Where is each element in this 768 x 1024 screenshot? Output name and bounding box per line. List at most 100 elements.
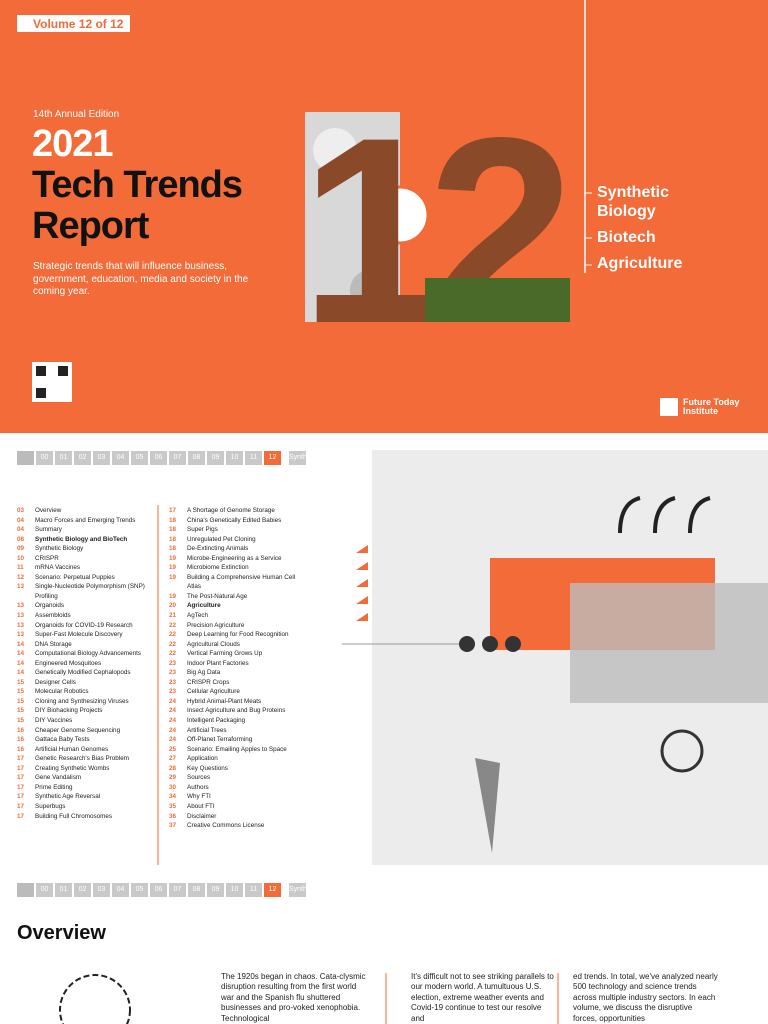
toc-entry[interactable]: 14 Engineered Mosquitoes <box>17 659 145 669</box>
toc-entry[interactable]: 17 Gene Vandalism <box>17 773 145 783</box>
overview-art <box>59 973 559 1024</box>
toc-entry[interactable]: 15 Cloning and Synthesizing Viruses <box>17 697 145 707</box>
toc-entry[interactable]: 24 Hybrid Animal-Plant Meats <box>169 697 297 707</box>
nav-tab[interactable]: 11 <box>245 883 262 897</box>
toc-entry[interactable]: 13 Organoids <box>17 601 145 611</box>
toc-entry[interactable]: 28 Key Questions <box>169 764 297 774</box>
toc-entry[interactable]: 22 Agricultural Clouds <box>169 640 297 650</box>
toc-entry[interactable]: 17 Synthetic Age Reversal <box>17 792 145 802</box>
toc-title: Synthetic Age Reversal <box>35 793 101 801</box>
toc-entry[interactable]: 18 Super Pigs <box>169 525 297 535</box>
toc-entry[interactable]: 18 China's Genetically Edited Babies <box>169 516 297 526</box>
toc-entry[interactable]: 17 A Shortage of Genome Storage <box>169 506 297 516</box>
toc-entry[interactable]: 21 AgTech <box>169 611 297 621</box>
toc-entry[interactable]: 19 Microbiome Extinction <box>169 563 297 573</box>
toc-entry[interactable]: 15 DIY Vaccines <box>17 716 145 726</box>
toc-entry[interactable]: 22 Precision Agriculture <box>169 621 297 631</box>
toc-entry[interactable]: 25 Scenario: Emailing Apples to Space <box>169 745 297 755</box>
toc-entry[interactable]: 09 Synthetic Biology <box>17 544 145 554</box>
toc-entry[interactable]: 24 Intelligent Packaging <box>169 716 297 726</box>
nav-label: Synthetic Biology, Biotech and Agricultu… <box>289 451 322 517</box>
nav-tab[interactable]: 09 <box>207 883 224 897</box>
toc-page: 22 <box>169 640 177 648</box>
toc-entry[interactable]: 15 DIY Biohacking Projects <box>17 706 145 716</box>
nav-tab[interactable]: 04 <box>112 883 129 897</box>
paragraph: The 1920s began in chaos. Cata-clysmic d… <box>221 972 366 1023</box>
nav-tab[interactable]: 00 <box>36 883 53 897</box>
nav-tab[interactable]: 08 <box>188 451 205 465</box>
nav-tab[interactable]: 10 <box>226 451 243 465</box>
toc-entry[interactable]: 37 Creative Commons License <box>169 821 297 831</box>
nav-tab[interactable]: 11 <box>245 451 262 465</box>
toc-entry[interactable]: 23 CRISPR Crops <box>169 678 297 688</box>
toc-page: 17 <box>17 812 25 820</box>
toc-entry[interactable]: 19 Building a Comprehensive Human Cell At… <box>169 573 297 592</box>
toc-entry[interactable]: 08 Synthetic Biology and BioTech <box>17 535 145 545</box>
nav-tab[interactable]: 02 <box>74 451 91 465</box>
toc-entry[interactable]: 23 Cellular Agriculture <box>169 687 297 697</box>
nav-tab[interactable]: 05 <box>131 451 148 465</box>
toc-entry[interactable]: 35 About FTI <box>169 802 297 812</box>
toc-entry[interactable]: 13 Super-Fast Molecule Discovery <box>17 630 145 640</box>
toc-entry[interactable]: 15 Molecular Robotics <box>17 687 145 697</box>
nav-tab[interactable]: 05 <box>131 883 148 897</box>
toc-entry[interactable]: 17 Building Full Chromosomes <box>17 812 145 822</box>
nav-tab[interactable]: 03 <box>93 883 110 897</box>
nav-tab[interactable]: 01 <box>55 451 72 465</box>
toc-entry[interactable]: 17 Creating Synthetic Wombs <box>17 764 145 774</box>
nav-tab[interactable]: 01 <box>55 883 72 897</box>
toc-entry[interactable]: 30 Authors <box>169 783 297 793</box>
toc-entry[interactable]: 19 The Post-Natural Age <box>169 592 297 602</box>
nav-tab[interactable]: 10 <box>226 883 243 897</box>
toc-entry[interactable]: 15 Designer Cells <box>17 678 145 688</box>
toc-entry[interactable]: 11 mRNA Vaccines <box>17 563 145 573</box>
toc-entry[interactable]: 04 Macro Forces and Emerging Trends <box>17 516 145 526</box>
toc-entry[interactable]: 14 Computational Biology Advancements <box>17 649 145 659</box>
toc-entry[interactable]: 22 Vertical Farming Grows Up <box>169 649 297 659</box>
toc-entry[interactable]: 27 Application <box>169 754 297 764</box>
nav-tab[interactable]: 00 <box>36 451 53 465</box>
toc-entry[interactable]: 19 Microbe-Engineering as a Service <box>169 554 297 564</box>
toc-entry[interactable]: 18 Unregulated Pet Cloning <box>169 535 297 545</box>
toc-entry[interactable]: 13 Organoids for COVID-19 Research <box>17 621 145 631</box>
toc-entry[interactable]: 18 De-Extincting Animals <box>169 544 297 554</box>
nav-tab[interactable]: 07 <box>169 451 186 465</box>
nav-tab[interactable]: 12 <box>264 883 281 897</box>
toc-entry[interactable]: 03 Overview <box>17 506 145 516</box>
nav-tab[interactable]: 02 <box>74 883 91 897</box>
nav-tab[interactable]: 09 <box>207 451 224 465</box>
toc-entry[interactable]: 24 Artificial Trees <box>169 726 297 736</box>
nav-tab[interactable]: 06 <box>150 451 167 465</box>
toc-entry[interactable]: 12 Scenario: Perpetual Puppies <box>17 573 145 583</box>
toc-entry[interactable]: 29 Sources <box>169 773 297 783</box>
toc-entry[interactable]: 13 Assembloids <box>17 611 145 621</box>
nav-tab[interactable]: 04 <box>112 451 129 465</box>
nav-tab[interactable]: 08 <box>188 883 205 897</box>
toc-entry[interactable]: 04 Summary <box>17 525 145 535</box>
toc-entry[interactable]: 20 Agriculture <box>169 601 297 611</box>
toc-title: About FTI <box>187 802 215 810</box>
toc-title: Genetic Research's Bias Problem <box>35 755 129 763</box>
nav-tab[interactable]: 03 <box>93 451 110 465</box>
toc-entry[interactable]: 17 Prime Editing <box>17 783 145 793</box>
toc-entry[interactable]: 17 Genetic Research's Bias Problem <box>17 754 145 764</box>
toc-entry[interactable]: 14 DNA Storage <box>17 640 145 650</box>
toc-entry[interactable]: 13 Single-Nucleotide Polymorphism (SNP) P… <box>17 582 145 601</box>
nav-tab[interactable]: 06 <box>150 883 167 897</box>
toc-entry[interactable]: 34 Why FTI <box>169 792 297 802</box>
toc-entry[interactable]: 16 Artificial Human Genomes <box>17 745 145 755</box>
toc-entry[interactable]: 14 Genetically Modified Cephalopods <box>17 668 145 678</box>
toc-entry[interactable]: 16 Cheaper Genome Sequencing <box>17 726 145 736</box>
toc-entry[interactable]: 22 Deep Learning for Food Recognition <box>169 630 297 640</box>
toc-entry[interactable]: 17 Superbugs <box>17 802 145 812</box>
toc-entry[interactable]: 10 CRISPR <box>17 554 145 564</box>
toc-entry[interactable]: 23 Indoor Plant Factories <box>169 659 297 669</box>
toc-entry[interactable]: 24 Insect Agriculture and Bug Proteins <box>169 706 297 716</box>
toc-entry[interactable]: 36 Disclaimer <box>169 812 297 822</box>
toc-page: 22 <box>169 621 177 629</box>
toc-entry[interactable]: 23 Big Ag Data <box>169 668 297 678</box>
toc-entry[interactable]: 24 Off-Planet Terraforming <box>169 735 297 745</box>
nav-tab[interactable]: 07 <box>169 883 186 897</box>
nav-tab[interactable]: 12 <box>264 451 281 465</box>
toc-entry[interactable]: 16 Gattaca Baby Tests <box>17 735 145 745</box>
